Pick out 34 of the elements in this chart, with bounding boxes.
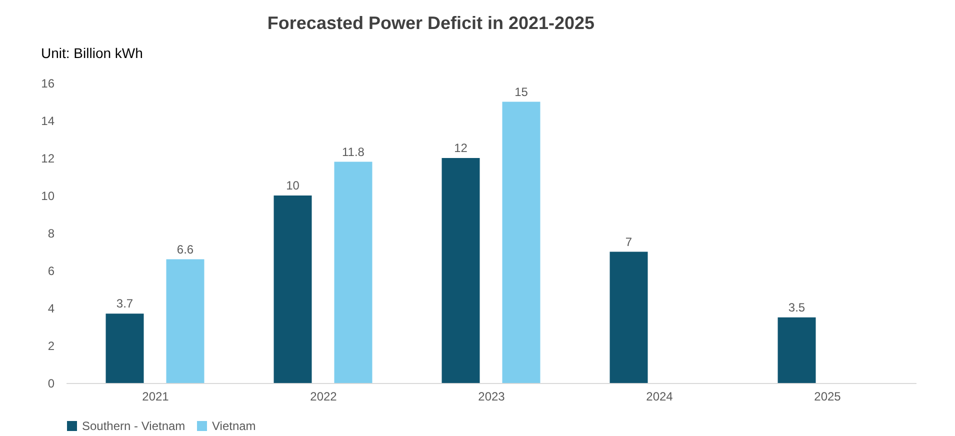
x-tick-label: 2024 [646,390,674,404]
bar [778,317,816,383]
text: Unit: Billion kWh [41,45,143,61]
y-tick-label: 16 [41,76,55,90]
chart-title: Forecasted Power Deficit in 2021-2025 [267,13,595,33]
bar [610,252,648,383]
data-label: 12 [454,141,468,155]
bar [166,259,204,383]
bar [106,314,144,383]
data-label: 6.6 [176,242,194,256]
y-tick-label: 12 [41,152,55,166]
data-label: 3.7 [116,296,134,311]
data-label: 10 [286,178,300,192]
data-label: 15 [514,84,528,99]
y-tick-label: 8 [48,226,55,240]
bar [502,102,540,383]
y-tick-label: 10 [41,189,55,203]
data-label: 11.8 [342,144,365,159]
bar [442,158,480,383]
legend-label: Vietnam [212,419,256,433]
x-tick-label: 2025 [814,390,842,404]
y-tick-label: 2 [48,339,55,353]
bar [274,196,312,383]
legend-label: Southern - Vietnam [82,419,186,433]
data-label: 3.5 [788,300,806,314]
y-tick-label: 0 [48,376,55,390]
data-label: 7 [625,234,632,249]
y-tick-label: 6 [48,264,55,278]
x-tick-label: 2022 [310,390,338,404]
bar [334,162,372,383]
x-tick-label: 2023 [478,390,506,404]
y-tick-label: 14 [41,114,55,128]
y-tick-label: 4 [48,302,55,316]
x-tick-label: 2021 [142,390,170,404]
